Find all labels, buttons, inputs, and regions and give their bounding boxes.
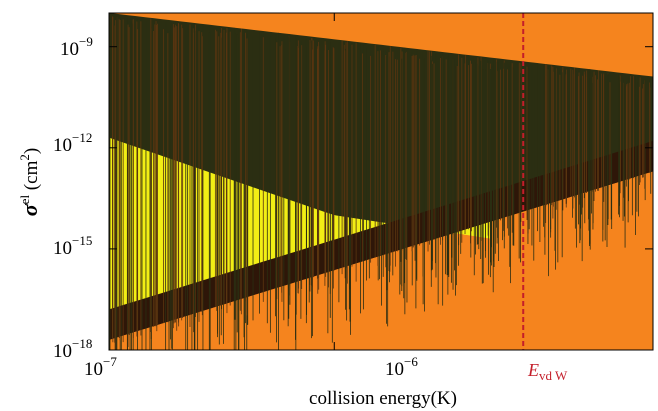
y-axis-title: σel (cm2) — [17, 148, 42, 216]
plot-frame — [108, 12, 654, 351]
x-tick-label-1: 10−7 — [84, 354, 117, 380]
lower-envelope-band — [109, 140, 653, 340]
y-tick-label-4: 10−9 — [60, 34, 93, 60]
plot-area — [109, 13, 653, 350]
vdw-marker-label: Evd W — [527, 360, 568, 383]
x-tick-label-2: 10−6 — [385, 354, 418, 380]
x-axis-title: collision energy(K) — [309, 388, 457, 409]
y-tick-label-2: 10−15 — [53, 233, 92, 259]
y-tick-label-1: 10−18 — [53, 336, 92, 362]
resonance-spikes — [109, 14, 652, 350]
y-tick-label-3: 10−12 — [53, 130, 92, 156]
dense-spectrum-band — [109, 137, 490, 314]
axis-ticks — [108, 13, 653, 351]
